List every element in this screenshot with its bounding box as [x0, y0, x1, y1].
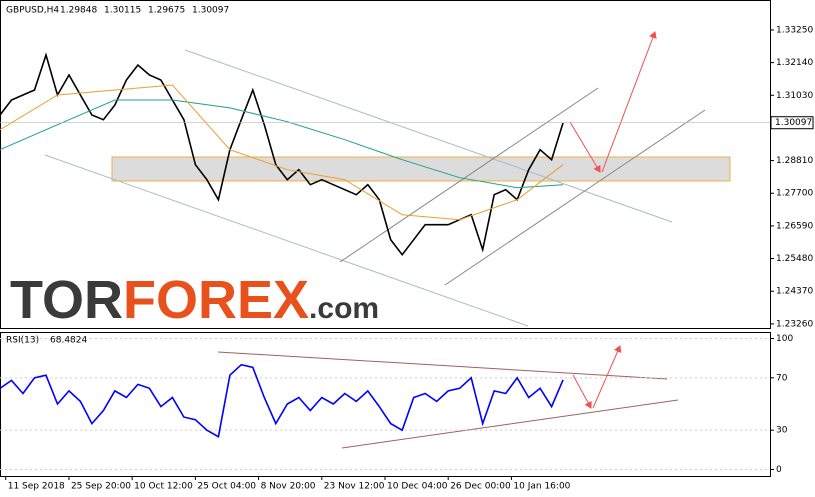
trend-line [341, 399, 679, 449]
x-tick-label: 26 Dec 00:00 [450, 482, 511, 492]
arrow [569, 121, 601, 173]
channel-line [444, 109, 706, 286]
rsi-panel [0, 332, 771, 477]
x-tick-label: 8 Nov 20:00 [261, 482, 316, 492]
y-tick-label: 1.25480 [776, 254, 813, 264]
series-line [0, 84, 564, 221]
arrow [592, 345, 622, 409]
watermark: TORFOREX.com [10, 270, 379, 330]
annotations [44, 31, 731, 449]
y-tick-label: 1.26590 [776, 221, 813, 231]
y-tick-label: 1.24370 [776, 287, 813, 297]
y-tick-label: 1.27700 [776, 189, 813, 199]
series-line [0, 363, 564, 438]
x-tick-label: 25 Oct 04:00 [197, 482, 256, 492]
channel-line [184, 49, 673, 223]
main-panel [0, 0, 771, 329]
series-line [0, 52, 564, 257]
support-zone [111, 156, 731, 182]
x-tick-label: 10 Jan 16:00 [513, 482, 570, 492]
x-tick-label: 10 Dec 04:00 [387, 482, 448, 492]
y-tick-label: 30 [776, 426, 788, 436]
y-tick-label: 1.33250 [776, 25, 813, 35]
rsi-value: 68.4824 [50, 336, 87, 346]
price-label: 1.30097 [775, 118, 812, 128]
x-tick-label: 11 Sep 2018 [8, 482, 65, 492]
y-tick-label: 1.23260 [776, 319, 813, 329]
arrow [601, 31, 657, 173]
trend-line [217, 351, 668, 380]
watermark-part: FOREX [123, 270, 309, 330]
y-tick-label: 0 [776, 465, 782, 475]
price-box [770, 116, 814, 130]
plot: 1.33250 1.32140 1.31030 1.28810 1.27700 1.265… [0, 6, 814, 492]
x-tick-label: 23 Nov 12:00 [324, 482, 385, 492]
ohlc-value: 1.29848 [60, 6, 97, 16]
ohlc-value: 1.29675 [148, 6, 185, 16]
panel-title: RSI(13) [6, 336, 39, 346]
y-tick-label: 1.32140 [776, 58, 813, 68]
ohlc-value: 1.30115 [104, 6, 141, 16]
watermark-part: .com [309, 292, 379, 325]
watermark-text: TORFOREX.com [10, 270, 379, 330]
y-tick-label: 1.31030 [776, 91, 813, 101]
ohlc-value: 1.30097 [192, 6, 229, 16]
x-tick-label: 10 Oct 12:00 [134, 482, 193, 492]
y-tick-label: 1.28810 [776, 156, 813, 166]
panel-title: GBPUSD,H4 [6, 6, 59, 16]
y-tick-label: 100 [776, 334, 793, 344]
channel-line [339, 87, 599, 263]
channel-line [44, 154, 529, 327]
x-tick-label: 25 Sep 20:00 [71, 482, 131, 492]
watermark-part: TOR [10, 270, 123, 330]
series-line [0, 99, 564, 189]
y-tick-label: 70 [776, 373, 788, 383]
arrow [572, 374, 592, 409]
